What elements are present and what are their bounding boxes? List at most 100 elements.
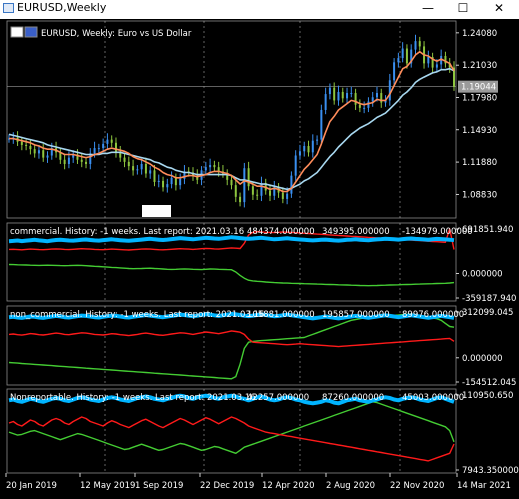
candle-body [414,41,417,50]
nonreportable-series-non_commercial [8,416,455,462]
candle-body [63,159,66,164]
window-title: EURUSD,Weekly [17,1,107,14]
non-commercial-series-non_commercial [8,330,455,348]
candle-body [294,155,297,176]
candle-body [397,58,400,63]
price-axis-label: 1.08830 [462,190,497,200]
nonreportable-axis-label: 110950.650 [462,391,513,401]
maximize-button[interactable]: ☐ [457,1,469,15]
candle-body [89,153,92,164]
candle-body [76,154,79,160]
candle-body [448,63,451,68]
time-axis-label: 12 May 2019 [80,481,135,491]
time-axis-label: 20 Jan 2019 [6,481,57,491]
non-commercial-axis-label: 312099.045 [462,308,513,318]
candle-body [410,49,413,64]
candle-body [303,145,306,152]
non-commercial-series-nonreportable [8,313,455,380]
time-axis-label: 12 Apr 2020 [262,481,315,491]
candle-body [346,93,349,99]
candle-body [106,139,109,144]
candle-body [388,80,391,101]
candle-body [256,194,259,196]
candle-body [371,97,374,102]
chart-area[interactable]: EURUSD, Weekly: Euro vs US Dollar 1.24080… [0,19,519,499]
candle-body [119,152,122,158]
candle-body [183,171,186,179]
non-commercial-indicator-title: non_commercial. History: -1 weeks. Last … [10,310,264,320]
candle-body [196,175,199,180]
time-axis-label: 22 Dec 2019 [200,481,254,491]
candle-body [230,179,233,186]
nonreportable-indicator-title: Nonreportable. History: -1 weeks. Last r… [10,393,256,403]
candle-body [444,55,447,64]
candle-body [42,150,45,158]
candle-body [157,180,160,182]
nonreportable-value-3: 45003.000000 [402,393,464,403]
candle-body [132,166,135,171]
non-commercial-panel-frame [6,305,457,386]
time-axis-label: 14 Mar 2021 [457,481,511,491]
candle-body [153,170,156,182]
candle-body [29,145,32,150]
candle-body [110,139,113,143]
candle-body [307,145,310,153]
candle-body [247,168,250,187]
candle-body [166,184,169,188]
price-axis-label: 1.24080 [462,29,497,39]
commercial-value-2: 349395.000000 [322,227,390,237]
candle-body [136,169,139,171]
commercial-axis-label: 691851.940 [462,225,513,235]
non-commercial-value-1: 105881.000000 [247,310,315,320]
candle-body [46,155,49,158]
candle-body [127,161,130,167]
time-axis-label: 2 Aug 2020 [326,481,375,491]
candle-body [80,159,83,162]
candle-body [209,165,212,168]
chart-canvas[interactable]: EURUSD, Weekly: Euro vs US Dollar 1.24080… [0,19,519,499]
candle-body [354,93,357,105]
candle-body [97,148,100,150]
candle-body [72,154,75,158]
price-axis-label: 1.17980 [462,93,497,103]
chart-window-icon [3,3,14,13]
candle-body [333,87,336,101]
close-button[interactable]: ✕ [493,1,505,15]
candle-body [405,48,408,64]
current-price-badge [458,80,498,93]
candle-body [269,190,272,196]
commercial-value-1: 484374.000000 [247,227,315,237]
candle-body [363,107,366,109]
candle-body [25,144,28,146]
candle-body [384,100,387,103]
non-commercial-value-2: 195857.000000 [322,310,390,320]
candle-body [213,165,216,168]
candle-body [67,157,70,164]
price-axis-label: 1.21030 [462,61,497,71]
nonreportable-value-1: 42257.000000 [247,393,309,403]
candle-body [144,163,147,174]
candle-body [37,150,40,154]
candle-body [311,140,314,153]
candle-body [341,91,344,99]
price-axis-label: 1.14930 [462,126,497,136]
commercial-axis-label: -359187.940 [462,294,516,304]
candle-body [85,161,88,164]
candle-body [102,143,105,149]
candle-body [328,87,331,95]
candle-body [427,57,430,64]
current-price-label: 1.19044 [461,83,496,93]
candle-body [149,170,152,174]
nonreportable-series-nonreportable [8,401,455,454]
candle-body [273,187,276,196]
candle-body [162,180,165,188]
commercial-series-commercial [8,235,455,244]
candle-body [401,48,404,59]
candle-body [114,142,117,153]
candle-body [234,185,237,197]
non-commercial-axis-label: -154512.045 [462,378,516,388]
candle-body [380,93,383,103]
candle-body [217,167,220,172]
minimize-button[interactable]: — [422,1,434,15]
time-axis-label: 1 Sep 2019 [135,481,183,491]
